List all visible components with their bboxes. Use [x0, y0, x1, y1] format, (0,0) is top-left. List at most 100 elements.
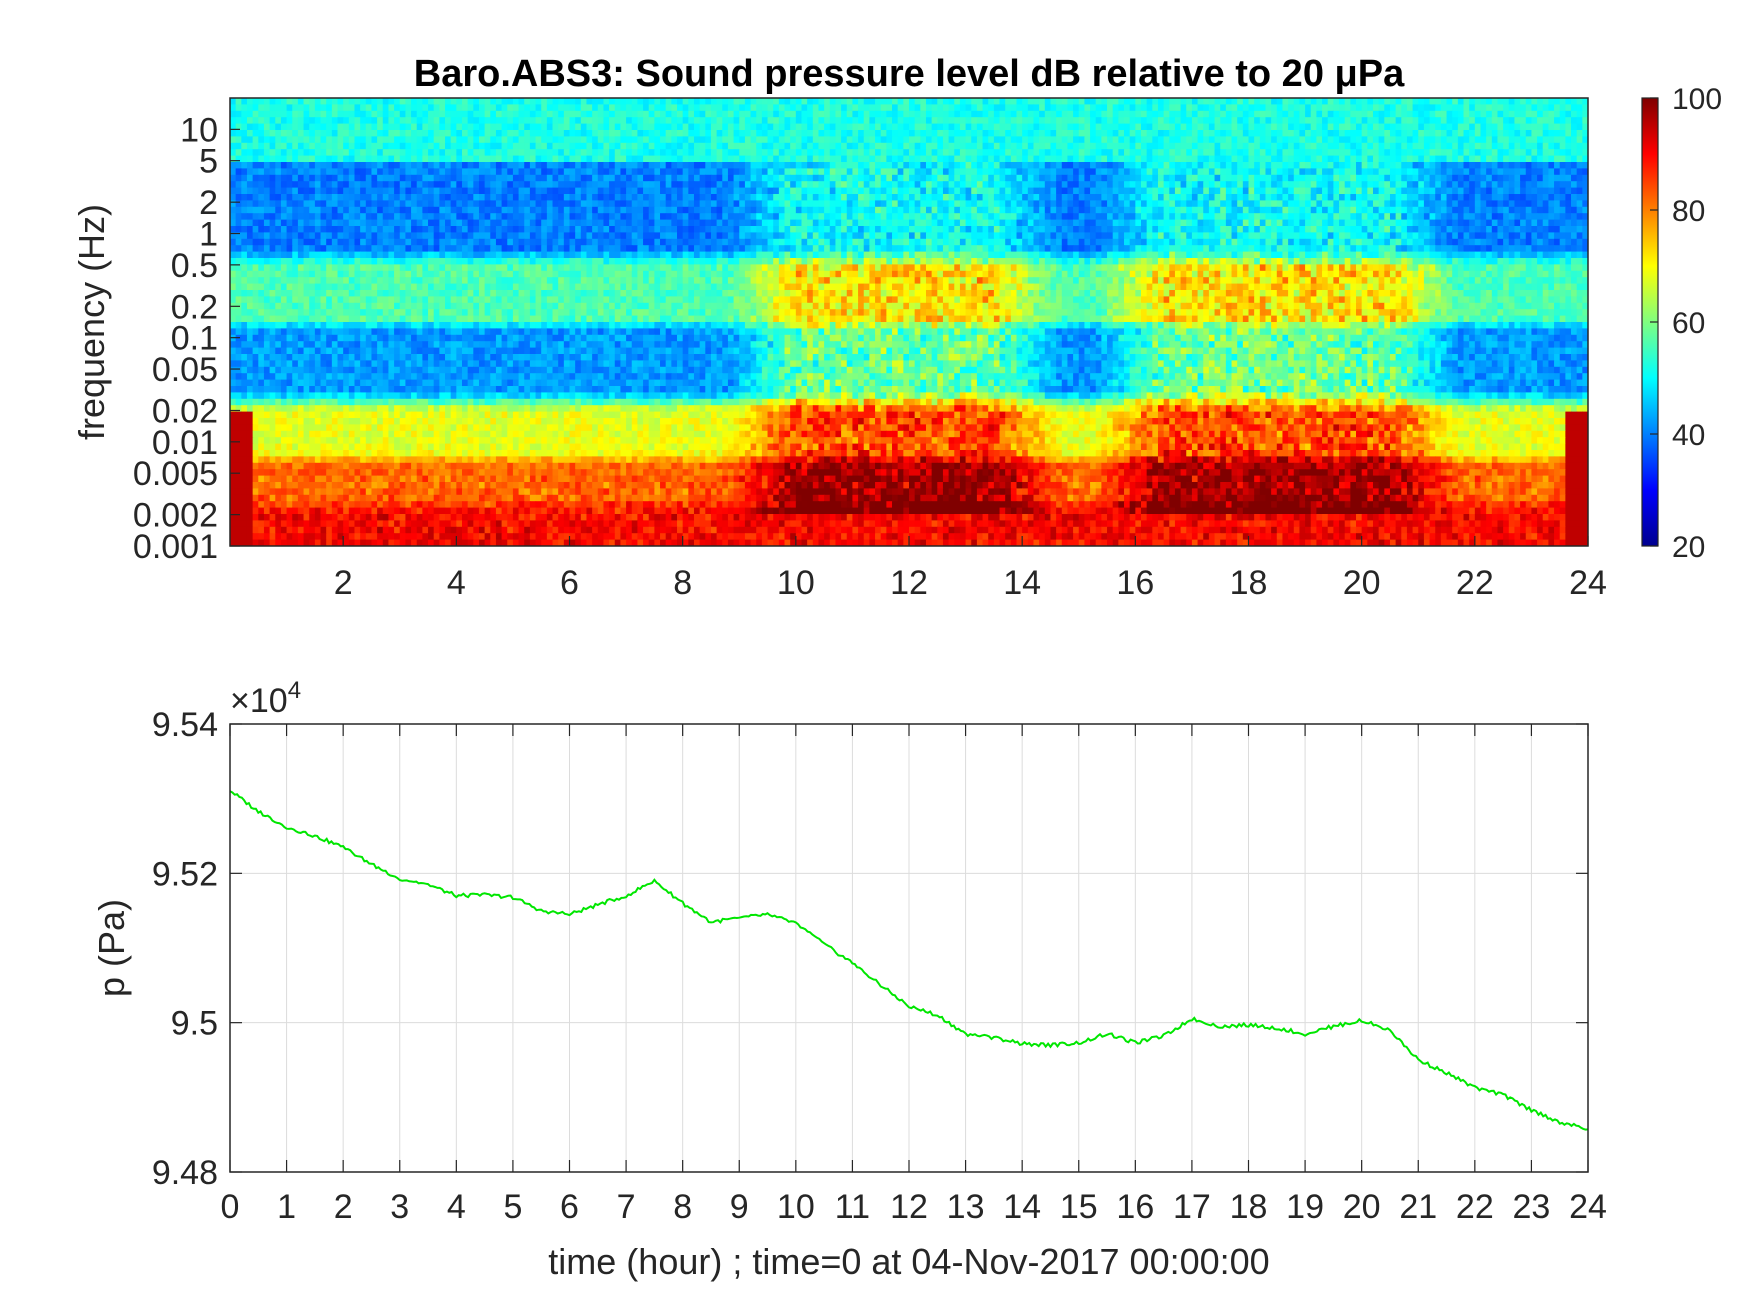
spectrogram-cell — [1520, 206, 1527, 214]
spectrogram-cell — [484, 168, 491, 176]
spectrogram-cell — [716, 117, 723, 125]
spectrogram-cell — [648, 110, 655, 118]
spectrogram-cell — [1548, 117, 1555, 125]
spectrogram-cell — [524, 98, 531, 105]
spectrogram-cell — [1050, 226, 1057, 233]
spectrogram-cell — [1310, 123, 1317, 131]
spectrogram-cell — [716, 136, 723, 144]
spectrogram-cell — [1316, 194, 1323, 201]
spectrogram-cell — [360, 117, 367, 125]
spectrogram-cell — [1339, 168, 1346, 176]
spectrogram-cell — [1225, 136, 1233, 144]
spectrogram-cell — [1406, 155, 1414, 163]
spectrogram-cell — [1333, 181, 1340, 189]
spectrogram-cell — [682, 187, 689, 195]
spectrogram-cell — [365, 155, 373, 163]
spectrogram-cell — [252, 174, 259, 182]
spectrogram-cell — [869, 98, 876, 105]
spectrogram-cell — [665, 117, 672, 125]
spectrogram-cell — [1339, 123, 1346, 131]
spectrogram-cell — [1531, 168, 1538, 176]
spectrogram-cell — [1525, 136, 1533, 144]
spectrogram-cell — [484, 219, 491, 227]
spectrogram-cell — [1372, 130, 1380, 137]
spectrogram-cell — [303, 181, 310, 189]
spectrogram-cell — [411, 219, 418, 227]
spectrogram-cell — [1316, 104, 1323, 112]
spectrogram-cell — [756, 200, 763, 208]
spectrogram-cell — [1457, 206, 1465, 214]
spectrogram-cell — [1435, 110, 1442, 118]
spectrogram-cell — [914, 117, 921, 125]
spectrogram-cell — [1463, 136, 1470, 144]
spectrogram-cell — [592, 98, 599, 105]
spectrogram-cell — [1259, 181, 1267, 189]
spectrogram-cell — [1571, 123, 1578, 131]
spectrogram-cell — [1480, 155, 1487, 163]
spectrogram-cell — [909, 194, 916, 201]
spectrogram-cell — [988, 130, 995, 137]
spectrogram-cell — [1333, 219, 1340, 227]
spectrogram-cell — [1254, 181, 1261, 189]
spectrogram-cell — [880, 117, 887, 125]
spectrogram-cell — [258, 226, 265, 233]
spectrogram-cell — [1129, 213, 1136, 221]
spectrogram-cell — [1220, 181, 1227, 189]
spectrogram-cell — [1050, 206, 1057, 214]
spectrogram-cell — [586, 110, 593, 118]
spectrogram-cell — [490, 104, 497, 112]
spectrogram-cell — [1486, 200, 1493, 208]
spectrogram-cell — [354, 206, 361, 214]
spectrogram-cell — [394, 149, 401, 157]
spectrogram-cell — [988, 187, 995, 195]
spectrogram-cell — [1333, 130, 1340, 137]
spectrogram-cell — [1559, 136, 1566, 144]
spectrogram-cell — [445, 130, 452, 137]
spectrogram-cell — [643, 174, 650, 182]
spectrogram-cell — [801, 149, 808, 157]
spectrogram-cell — [1429, 213, 1436, 221]
spectrogram-cell — [897, 226, 904, 233]
spectrogram-cell — [1327, 200, 1334, 208]
spectrogram-cell — [314, 117, 322, 125]
spectrogram-cell — [411, 123, 418, 131]
spectrogram-cell — [609, 110, 616, 118]
spectrogram-cell — [1140, 98, 1148, 105]
spectrogram-cell — [1146, 130, 1153, 137]
spectrogram-cell — [999, 200, 1006, 208]
spectrogram-cell — [1033, 162, 1040, 169]
spectrogram-cell — [1310, 226, 1317, 233]
spectrogram-cell — [637, 162, 644, 169]
spectrogram-cell — [688, 142, 695, 150]
spectrogram-cell — [852, 142, 859, 150]
spectrogram-cell — [875, 155, 882, 163]
spectrogram-cell — [1027, 98, 1035, 105]
spectrogram-cell — [535, 136, 542, 144]
spectrogram-cell — [1565, 181, 1572, 189]
spectrogram-cell — [665, 200, 672, 208]
spectrogram-cell — [722, 162, 729, 169]
spectrogram-cell — [1169, 206, 1176, 214]
spectrogram-cell — [1203, 226, 1210, 233]
spectrogram-cell — [1565, 123, 1572, 131]
spectrogram-cell — [778, 162, 786, 169]
spectrogram-cell — [1559, 110, 1566, 118]
spectrogram-cell — [1350, 181, 1357, 189]
spectrogram-cell — [1056, 142, 1063, 150]
spectrogram-cell — [1135, 206, 1142, 214]
spectrogram-cell — [1169, 168, 1176, 176]
spectrogram-cell — [1118, 162, 1125, 169]
spectrogram-cell — [445, 187, 452, 195]
spectrogram-cell — [795, 168, 803, 176]
spectrogram-cell — [643, 168, 650, 176]
spectrogram-cell — [1293, 117, 1301, 125]
spectrogram-cell — [377, 194, 384, 201]
spectrogram-cell — [241, 206, 248, 214]
spectrogram-cell — [1559, 181, 1566, 189]
spectrogram-cell — [1389, 149, 1397, 157]
spectrogram-cell — [1378, 130, 1385, 137]
spectrogram-cell — [705, 200, 712, 208]
spectrogram-cell — [716, 219, 723, 227]
spectrogram-cell — [428, 181, 435, 189]
spectrogram-cell — [1503, 213, 1510, 221]
